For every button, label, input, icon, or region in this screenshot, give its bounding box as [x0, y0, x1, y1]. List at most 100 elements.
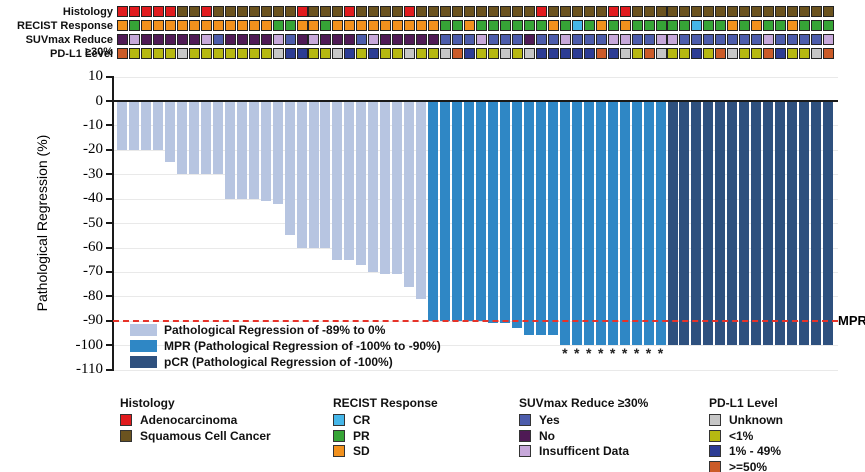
suvmax-cell: [763, 34, 775, 45]
suvmax-cell: [200, 34, 212, 45]
bar: [464, 101, 474, 321]
recist-cell: [691, 20, 703, 31]
suvmax-cell: [392, 34, 404, 45]
legend-item-label: <1%: [729, 428, 754, 443]
legend-item-label: Adenocarcinoma: [140, 413, 238, 427]
recist-cell: [703, 20, 715, 31]
bar: [727, 101, 738, 346]
suvmax-cell: [667, 34, 679, 45]
histology-cell: [392, 6, 404, 17]
y-tick-label: -90: [83, 312, 103, 329]
suvmax-cell: [428, 34, 440, 45]
y-tick-label: -70: [83, 263, 103, 280]
recist-cell: [236, 20, 248, 31]
legend-swatch: [709, 460, 721, 472]
recist-cell: [284, 20, 296, 31]
recist-cell: [152, 20, 164, 31]
bar: [188, 101, 199, 175]
bar: [535, 101, 546, 336]
recist-cell: [823, 20, 835, 31]
pdl1-cell: [128, 48, 140, 59]
mpr-line-label: MPR: [838, 312, 865, 328]
histology-cell: [296, 6, 308, 17]
pdl1-cell: [691, 48, 703, 59]
legend-group-title: SUVmax Reduce ≥30%: [519, 396, 649, 410]
pdl1-cell: [751, 48, 763, 59]
histology-cell: [523, 6, 535, 17]
suvmax-cell: [631, 34, 643, 45]
mpr-reference-line: [113, 319, 838, 322]
recist-cell: [763, 20, 775, 31]
bar: [296, 101, 307, 248]
pdl1-cell: [117, 48, 128, 59]
bar: [619, 101, 630, 346]
suvmax-cell: [368, 34, 380, 45]
recist-cell: [476, 20, 487, 31]
suvmax-cell: [583, 34, 595, 45]
pdl1-cell: [535, 48, 547, 59]
suvmax-cell: [811, 34, 823, 45]
histology-cell: [691, 6, 703, 17]
bar: [152, 101, 163, 150]
bar: [392, 101, 403, 275]
legend-group-title: PD-L1 Level: [709, 396, 778, 410]
histology-cell: [811, 6, 823, 17]
bar: [416, 101, 427, 299]
recist-cell: [583, 20, 595, 31]
y-tick-label: 0: [95, 92, 104, 109]
y-tick-label: -110: [76, 361, 103, 378]
bar: [559, 101, 570, 346]
suvmax-cell: [775, 34, 787, 45]
bar: [428, 101, 439, 321]
recist-cell: [320, 20, 332, 31]
suvmax-cell: [547, 34, 559, 45]
pdl1-cell: [643, 48, 655, 59]
recist-cell: [392, 20, 404, 31]
histology-cell: [152, 6, 164, 17]
recist-cell: [643, 20, 655, 31]
histology-cell: [452, 6, 464, 17]
pdl1-cell: [595, 48, 607, 59]
pdl1-cell: [224, 48, 236, 59]
suvmax-cell: [404, 34, 416, 45]
bar: [751, 101, 762, 346]
bar: [703, 101, 714, 346]
legend-swatch: [709, 414, 721, 426]
y-tick-label: 10: [88, 68, 103, 85]
recist-cell: [248, 20, 260, 31]
bar: [547, 101, 558, 336]
bar: [344, 101, 355, 260]
histology-cell: [248, 6, 260, 17]
pdl1-cell: [763, 48, 775, 59]
suvmax-cell: [117, 34, 128, 45]
plot-legend-label: pCR (Pathological Regression of -100%): [164, 355, 393, 369]
suvmax-cell: [332, 34, 344, 45]
asterisk-marker: *: [609, 345, 616, 361]
bar: [200, 101, 211, 175]
histology-cell: [583, 6, 595, 17]
pdl1-cell: [416, 48, 428, 59]
legend-item-label: SD: [353, 444, 370, 458]
y-tick: [106, 100, 112, 102]
pdl1-cell: [631, 48, 643, 59]
histology-cell: [655, 6, 667, 17]
histology-cell: [320, 6, 332, 17]
legend-swatch: [519, 445, 531, 457]
bar: [272, 101, 283, 204]
bar: [404, 101, 415, 287]
suvmax-cell: [511, 34, 523, 45]
bar: [811, 101, 822, 346]
recist-cell: [344, 20, 356, 31]
histology-cell: [356, 6, 368, 17]
recist-cell: [799, 20, 811, 31]
pdl1-cell: [440, 48, 452, 59]
bar: [236, 101, 247, 199]
histology-cell: [464, 6, 476, 17]
bar: [667, 101, 678, 346]
histology-cell: [607, 6, 619, 17]
histology-cell: [751, 6, 763, 17]
suvmax-cell: [799, 34, 811, 45]
histology-cell: [284, 6, 296, 17]
pdl1-cell: [380, 48, 392, 59]
recist-cell: [715, 20, 727, 31]
